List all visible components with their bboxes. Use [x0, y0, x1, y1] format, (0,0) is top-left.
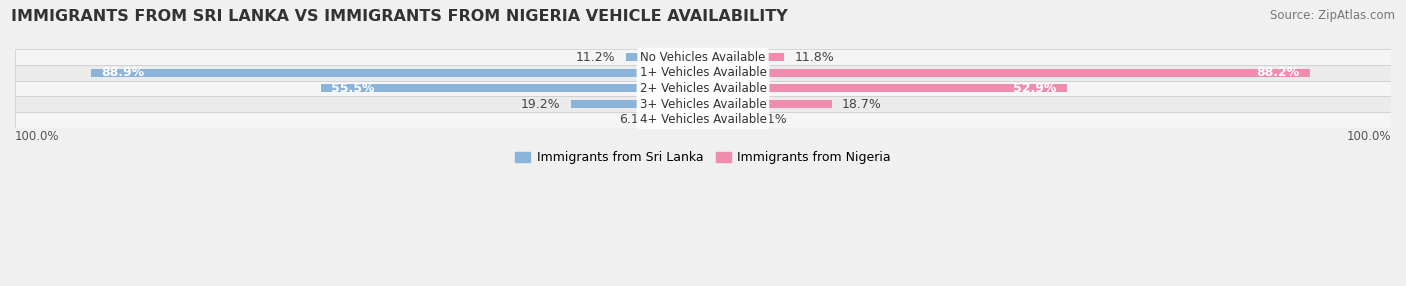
- Text: 1+ Vehicles Available: 1+ Vehicles Available: [640, 66, 766, 79]
- Text: 4+ Vehicles Available: 4+ Vehicles Available: [640, 113, 766, 126]
- Bar: [321, 84, 703, 92]
- Bar: [703, 53, 785, 61]
- Bar: [703, 69, 1310, 77]
- Bar: [15, 112, 1391, 128]
- Bar: [15, 81, 1391, 96]
- Bar: [626, 53, 703, 61]
- Legend: Immigrants from Sri Lanka, Immigrants from Nigeria: Immigrants from Sri Lanka, Immigrants fr…: [516, 151, 890, 164]
- Text: 3+ Vehicles Available: 3+ Vehicles Available: [640, 98, 766, 111]
- Text: Source: ZipAtlas.com: Source: ZipAtlas.com: [1270, 9, 1395, 21]
- Text: 6.1%: 6.1%: [755, 113, 787, 126]
- Text: 11.8%: 11.8%: [794, 51, 834, 64]
- Text: 6.1%: 6.1%: [619, 113, 651, 126]
- Text: 19.2%: 19.2%: [522, 98, 561, 111]
- Bar: [15, 65, 1391, 81]
- Bar: [571, 100, 703, 108]
- Text: 18.7%: 18.7%: [842, 98, 882, 111]
- Bar: [703, 100, 832, 108]
- Text: 55.5%: 55.5%: [332, 82, 375, 95]
- Bar: [15, 96, 1391, 112]
- Bar: [661, 116, 703, 124]
- Text: 52.9%: 52.9%: [1014, 82, 1057, 95]
- Text: No Vehicles Available: No Vehicles Available: [640, 51, 766, 64]
- Text: 88.9%: 88.9%: [101, 66, 145, 79]
- Bar: [91, 69, 703, 77]
- Text: IMMIGRANTS FROM SRI LANKA VS IMMIGRANTS FROM NIGERIA VEHICLE AVAILABILITY: IMMIGRANTS FROM SRI LANKA VS IMMIGRANTS …: [11, 9, 787, 23]
- Text: 100.0%: 100.0%: [1347, 130, 1391, 143]
- Text: 2+ Vehicles Available: 2+ Vehicles Available: [640, 82, 766, 95]
- Bar: [703, 84, 1067, 92]
- Bar: [15, 49, 1391, 65]
- Text: 88.2%: 88.2%: [1256, 66, 1299, 79]
- Text: 11.2%: 11.2%: [576, 51, 616, 64]
- Bar: [703, 116, 745, 124]
- Text: 100.0%: 100.0%: [15, 130, 59, 143]
